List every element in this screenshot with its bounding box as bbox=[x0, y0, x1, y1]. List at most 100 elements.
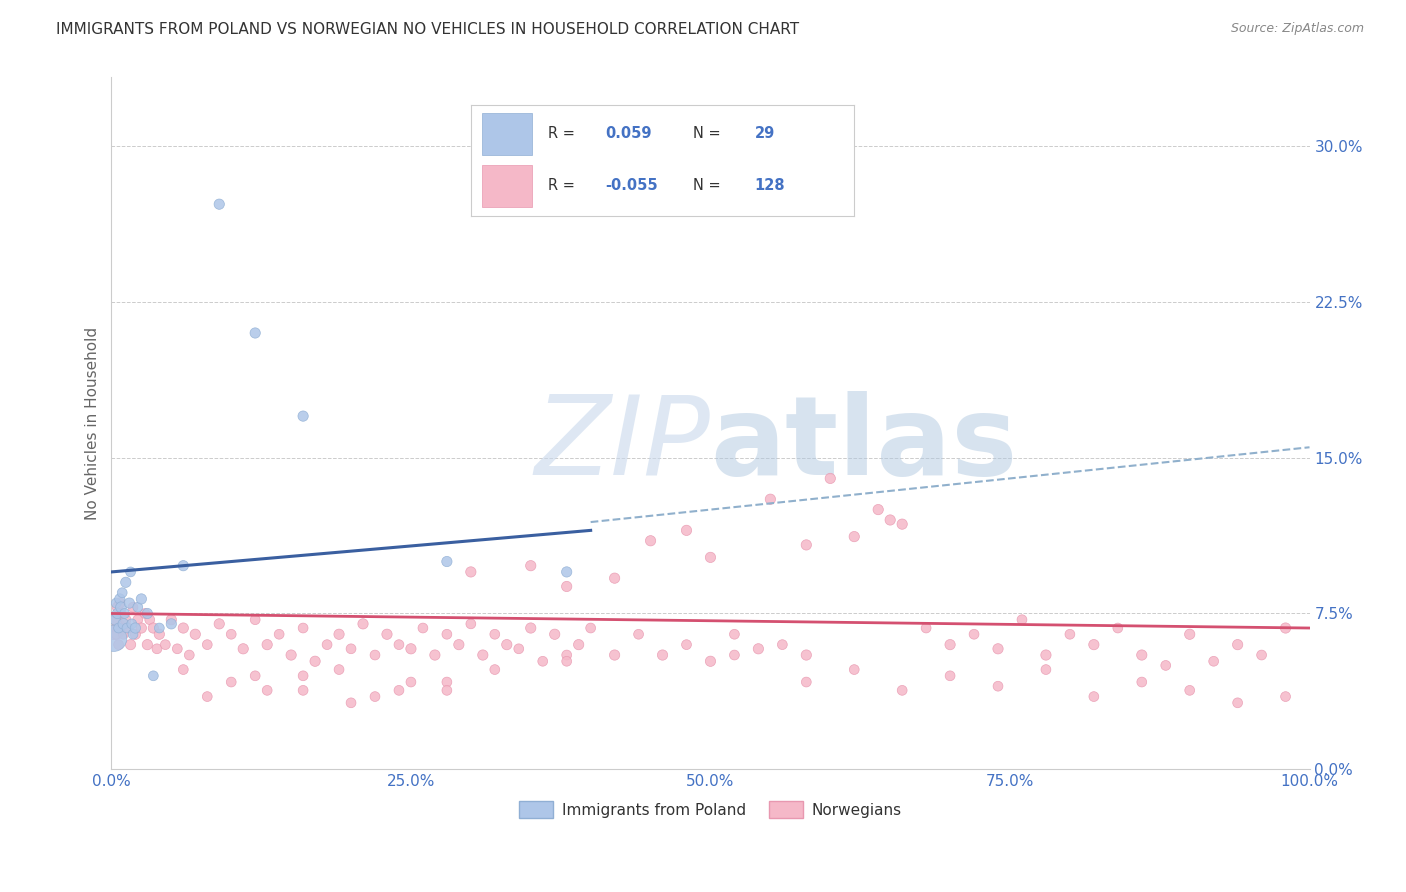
Point bbox=[868, 502, 890, 516]
Point bbox=[304, 654, 326, 668]
Point bbox=[388, 683, 411, 698]
Point bbox=[508, 641, 530, 656]
Point bbox=[915, 621, 938, 635]
Point bbox=[243, 326, 266, 340]
Point bbox=[399, 675, 422, 690]
Point bbox=[269, 627, 291, 641]
Point bbox=[723, 648, 745, 662]
Point bbox=[107, 638, 129, 652]
Text: IMMIGRANTS FROM POLAND VS NORWEGIAN NO VEHICLES IN HOUSEHOLD CORRELATION CHART: IMMIGRANTS FROM POLAND VS NORWEGIAN NO V… bbox=[56, 22, 800, 37]
Point bbox=[243, 669, 266, 683]
Point bbox=[148, 627, 170, 641]
Point bbox=[412, 621, 434, 635]
Point bbox=[699, 654, 721, 668]
Point bbox=[364, 648, 387, 662]
Point bbox=[987, 641, 1010, 656]
Point bbox=[939, 638, 962, 652]
Point bbox=[1154, 658, 1177, 673]
Point bbox=[160, 613, 183, 627]
Point bbox=[142, 621, 165, 635]
Point bbox=[103, 632, 125, 646]
Point bbox=[112, 627, 135, 641]
Point bbox=[436, 683, 458, 698]
Point bbox=[1250, 648, 1272, 662]
Point bbox=[544, 627, 567, 641]
Point bbox=[232, 641, 254, 656]
Point bbox=[1226, 638, 1249, 652]
Point bbox=[794, 648, 817, 662]
Point bbox=[208, 616, 231, 631]
Point bbox=[136, 638, 159, 652]
Point bbox=[142, 669, 165, 683]
Point bbox=[794, 675, 817, 690]
Point bbox=[292, 683, 315, 698]
Point bbox=[891, 683, 914, 698]
Point bbox=[117, 621, 139, 635]
Point bbox=[723, 627, 745, 641]
Point bbox=[131, 621, 153, 635]
Point bbox=[184, 627, 207, 641]
Point bbox=[114, 575, 136, 590]
Point bbox=[219, 627, 242, 641]
Point bbox=[179, 648, 201, 662]
Point bbox=[172, 558, 194, 573]
Point bbox=[1107, 621, 1129, 635]
Point bbox=[148, 621, 170, 635]
Text: ZIP: ZIP bbox=[534, 391, 710, 498]
Point bbox=[208, 197, 231, 211]
Point bbox=[107, 621, 129, 635]
Point bbox=[399, 641, 422, 656]
Point bbox=[280, 648, 302, 662]
Point bbox=[108, 596, 131, 610]
Point bbox=[122, 600, 145, 615]
Point bbox=[436, 627, 458, 641]
Point bbox=[166, 641, 188, 656]
Point bbox=[136, 607, 159, 621]
Point bbox=[121, 616, 143, 631]
Point bbox=[794, 538, 817, 552]
Point bbox=[1178, 683, 1201, 698]
Point bbox=[111, 621, 134, 635]
Point bbox=[127, 600, 149, 615]
Point bbox=[139, 613, 162, 627]
Point bbox=[555, 648, 578, 662]
Text: Source: ZipAtlas.com: Source: ZipAtlas.com bbox=[1230, 22, 1364, 36]
Y-axis label: No Vehicles in Household: No Vehicles in Household bbox=[86, 326, 100, 520]
Point bbox=[1059, 627, 1081, 641]
Point bbox=[103, 621, 125, 635]
Point bbox=[195, 638, 218, 652]
Point bbox=[579, 621, 602, 635]
Point bbox=[340, 696, 363, 710]
Point bbox=[1083, 690, 1105, 704]
Point bbox=[891, 517, 914, 532]
Point bbox=[747, 641, 769, 656]
Point bbox=[1083, 638, 1105, 652]
Point bbox=[104, 613, 127, 627]
Point bbox=[195, 690, 218, 704]
Point bbox=[879, 513, 901, 527]
Point bbox=[172, 621, 194, 635]
Point bbox=[699, 550, 721, 565]
Point bbox=[108, 591, 131, 606]
Point bbox=[124, 627, 146, 641]
Point bbox=[675, 524, 697, 538]
Point bbox=[110, 607, 132, 621]
Point bbox=[447, 638, 470, 652]
Point bbox=[963, 627, 986, 641]
Point bbox=[131, 591, 153, 606]
Point bbox=[316, 638, 339, 652]
Point bbox=[603, 571, 626, 585]
Point bbox=[651, 648, 673, 662]
Point bbox=[134, 607, 156, 621]
Point bbox=[1202, 654, 1225, 668]
Point bbox=[770, 638, 793, 652]
Point bbox=[519, 621, 541, 635]
Point bbox=[1011, 613, 1033, 627]
Point bbox=[160, 616, 183, 631]
Point bbox=[627, 627, 650, 641]
Point bbox=[146, 641, 169, 656]
Point bbox=[484, 627, 506, 641]
Point bbox=[352, 616, 374, 631]
Point bbox=[328, 663, 350, 677]
Point bbox=[256, 638, 278, 652]
